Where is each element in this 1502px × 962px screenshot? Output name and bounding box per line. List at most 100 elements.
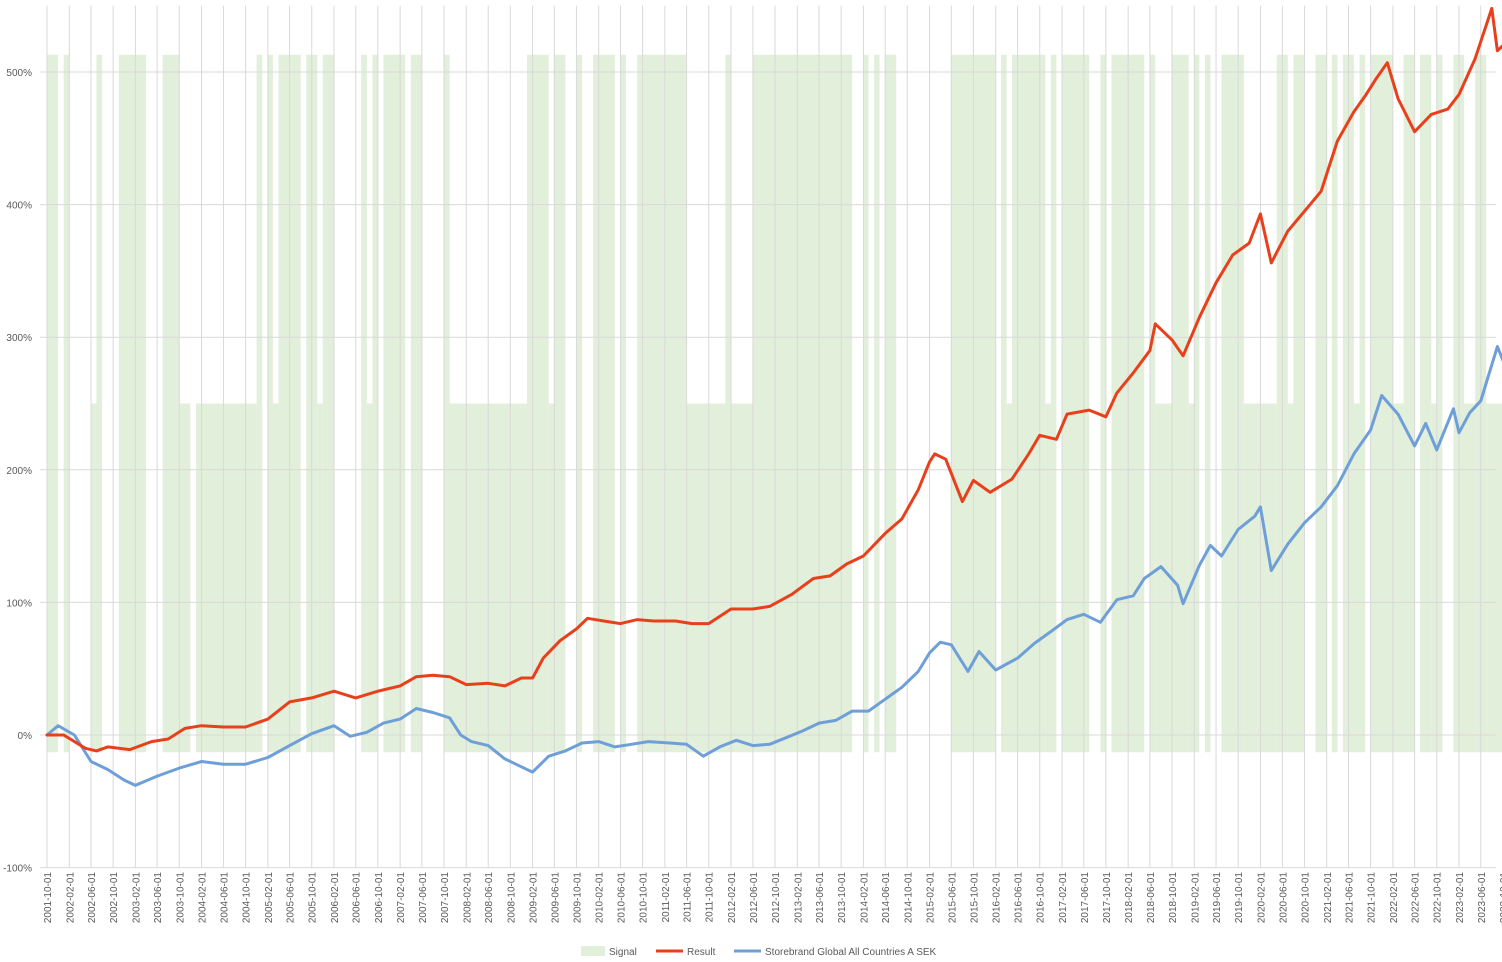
gridlines bbox=[40, 5, 1496, 869]
signal-band-low bbox=[1188, 403, 1195, 753]
signal-band-low bbox=[686, 403, 726, 753]
signal-band bbox=[383, 54, 406, 753]
signal-band bbox=[267, 54, 273, 753]
signal-band bbox=[637, 54, 687, 753]
series-lines bbox=[45, 6, 1502, 787]
x-tick-label: 2005-02-01 bbox=[264, 872, 275, 924]
y-tick-label: 400% bbox=[6, 201, 32, 212]
x-tick-label: 2023-10-01 bbox=[1499, 872, 1502, 924]
x-tick-label: 2005-10-01 bbox=[308, 872, 319, 924]
x-tick-label: 2010-10-01 bbox=[639, 872, 650, 924]
x-tick-label: 2016-10-01 bbox=[1036, 872, 1047, 924]
x-tick-label: 2005-06-01 bbox=[286, 872, 297, 924]
x-tick-label: 2011-02-01 bbox=[661, 872, 672, 923]
x-tick-label: 2009-02-01 bbox=[529, 872, 540, 924]
x-tick-label: 2013-06-01 bbox=[815, 872, 826, 924]
x-tick-label: 2009-10-01 bbox=[572, 872, 583, 924]
signal-band-low bbox=[730, 403, 753, 753]
x-tick-label: 2006-06-01 bbox=[352, 872, 363, 924]
y-tick-label: 300% bbox=[6, 333, 32, 344]
signal-band-low bbox=[179, 403, 191, 753]
x-tick-label: 2011-06-01 bbox=[683, 872, 694, 923]
signal-band bbox=[1172, 54, 1189, 753]
y-tick-label: 500% bbox=[6, 68, 32, 79]
x-tick-label: 2015-06-01 bbox=[947, 872, 958, 924]
signal-band-low bbox=[91, 403, 97, 753]
signal-band bbox=[576, 54, 583, 753]
x-tick-label: 2021-06-01 bbox=[1344, 872, 1355, 924]
signal-band-low bbox=[548, 403, 555, 753]
y-tick-label: 0% bbox=[18, 731, 33, 742]
x-tick-label: 2019-06-01 bbox=[1212, 872, 1223, 924]
signal-band bbox=[322, 54, 335, 753]
x-tick-label: 2014-06-01 bbox=[881, 872, 892, 924]
signal-band bbox=[1050, 54, 1057, 753]
x-tick-label: 2019-10-01 bbox=[1234, 872, 1245, 924]
signal-band bbox=[526, 54, 549, 753]
x-tick-label: 2023-02-01 bbox=[1455, 872, 1466, 924]
signal-band bbox=[725, 54, 731, 753]
signal-bands bbox=[47, 54, 1502, 753]
signal-band bbox=[620, 54, 626, 753]
signal-band bbox=[1436, 54, 1443, 753]
x-tick-label: 2020-02-01 bbox=[1256, 872, 1267, 924]
x-tick-label: 2004-06-01 bbox=[219, 872, 230, 924]
signal-band bbox=[1194, 54, 1200, 753]
x-tick-label: 2018-10-01 bbox=[1168, 872, 1179, 924]
series-line bbox=[45, 6, 1502, 753]
x-tick-label: 2009-06-01 bbox=[550, 872, 561, 924]
signal-band bbox=[372, 54, 378, 753]
signal-band bbox=[1149, 54, 1156, 753]
signal-band bbox=[256, 54, 263, 753]
x-tick-label: 2023-06-01 bbox=[1477, 872, 1488, 924]
legend: Signal Result Storebrand Global All Coun… bbox=[581, 946, 937, 958]
x-tick-label: 2022-10-01 bbox=[1433, 872, 1444, 924]
x-tick-label: 2010-06-01 bbox=[616, 872, 627, 924]
x-tick-label: 2015-02-01 bbox=[926, 872, 937, 924]
x-tick-label: 2012-02-01 bbox=[727, 872, 738, 924]
signal-band bbox=[1204, 54, 1211, 753]
x-tick-label: 2016-02-01 bbox=[992, 872, 1003, 924]
signal-band bbox=[118, 54, 147, 753]
signal-band-low bbox=[1155, 403, 1173, 753]
signal-band-low bbox=[1392, 403, 1404, 753]
x-tick-label: 2004-10-01 bbox=[242, 872, 253, 924]
signal-band bbox=[1315, 54, 1327, 753]
x-tick-label: 2019-02-01 bbox=[1190, 872, 1201, 924]
x-tick-label: 2007-02-01 bbox=[396, 872, 407, 924]
signal-band bbox=[1221, 54, 1244, 753]
y-tick-label: -100% bbox=[3, 864, 32, 875]
legend-fund-label: Storebrand Global All Countries A SEK bbox=[765, 947, 937, 958]
x-tick-label: 2015-10-01 bbox=[969, 872, 980, 924]
signal-band bbox=[863, 54, 869, 753]
x-tick-label: 2020-06-01 bbox=[1278, 872, 1289, 924]
x-tick-label: 2017-06-01 bbox=[1080, 872, 1091, 924]
x-tick-label: 2004-02-01 bbox=[198, 872, 209, 924]
x-tick-label: 2022-06-01 bbox=[1411, 872, 1422, 924]
x-tick-label: 2014-10-01 bbox=[903, 872, 914, 924]
signal-band-low bbox=[1464, 403, 1476, 753]
x-tick-label: 2021-02-01 bbox=[1323, 872, 1334, 924]
x-tick-label: 2002-06-01 bbox=[87, 872, 98, 924]
signal-band bbox=[361, 54, 367, 753]
signal-band-low bbox=[317, 403, 323, 753]
x-tick-label: 2018-06-01 bbox=[1146, 872, 1157, 924]
x-tick-label: 2011-10-01 bbox=[705, 872, 716, 923]
legend-signal-swatch bbox=[581, 946, 605, 956]
x-tick-label: 2006-10-01 bbox=[374, 872, 385, 924]
signal-band bbox=[96, 54, 103, 753]
signal-band bbox=[752, 54, 853, 753]
signal-band-low bbox=[272, 403, 279, 753]
x-tick-label: 2008-02-01 bbox=[462, 872, 473, 924]
x-tick-label: 2020-10-01 bbox=[1300, 872, 1311, 924]
x-tick-label: 2018-02-01 bbox=[1124, 872, 1135, 924]
signal-band bbox=[1331, 54, 1338, 753]
y-axis-ticks: -100% 0% 100% 200% 300% 400% 500% bbox=[3, 68, 32, 875]
signal-band bbox=[1403, 54, 1415, 753]
x-tick-label: 2010-02-01 bbox=[595, 872, 606, 924]
x-tick-label: 2012-06-01 bbox=[749, 872, 760, 924]
signal-band bbox=[885, 54, 897, 753]
x-tick-label: 2022-02-01 bbox=[1389, 872, 1400, 924]
x-tick-label: 2003-06-01 bbox=[153, 872, 164, 924]
